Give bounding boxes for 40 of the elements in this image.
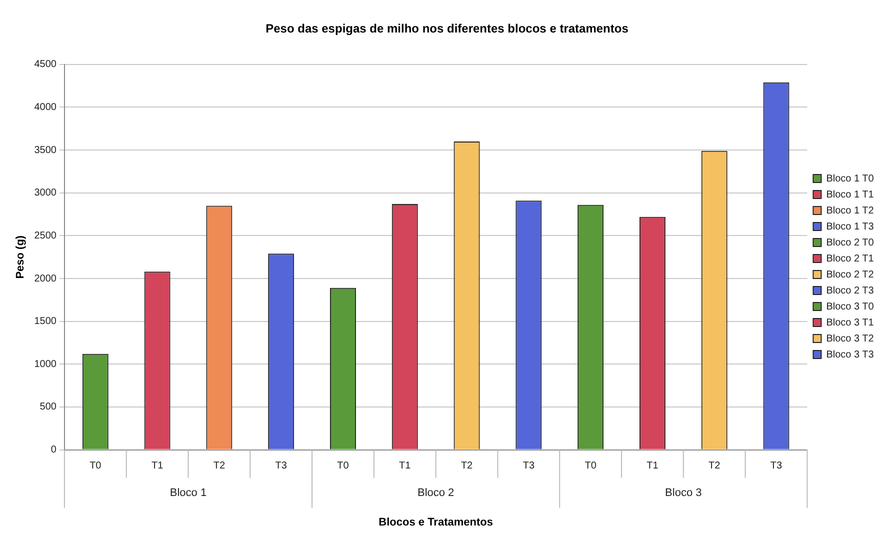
- y-tick-label: 4500: [34, 59, 57, 70]
- legend-label: Bloco 3 T2: [826, 333, 874, 344]
- x-tick-label: T1: [151, 460, 164, 472]
- legend-label: Bloco 2 T3: [826, 285, 874, 296]
- y-tick-label: 4000: [34, 102, 57, 113]
- x-tick-label: T1: [399, 460, 412, 472]
- legend-label: Bloco 3 T0: [826, 301, 874, 312]
- legend-label: Bloco 2 T0: [826, 237, 874, 248]
- legend-label: Bloco 2 T1: [826, 253, 874, 264]
- legend-label: Bloco 2 T2: [826, 269, 874, 280]
- text: Bloco 2: [417, 486, 454, 499]
- x-tick-label: T0: [90, 460, 102, 472]
- legend-label: Bloco 1 T0: [826, 173, 874, 184]
- legend-label: Bloco 1 T3: [826, 221, 874, 232]
- x-tick-label: T2: [708, 460, 721, 472]
- legend-label: Bloco 3 T3: [826, 349, 874, 360]
- x-axis-title: Blocos e Tratamentos: [378, 516, 493, 528]
- chart-title: Peso das espigas de milho nos diferentes blocos e tratamentos: [266, 22, 629, 36]
- y-tick-label: 2000: [34, 273, 57, 284]
- legend-label: Bloco 1 T1: [826, 189, 874, 200]
- y-tick-label: 1000: [34, 358, 57, 370]
- y-tick-label: 0: [50, 444, 57, 456]
- x-tick-label: T2: [460, 460, 474, 472]
- y-tick-label: 3500: [34, 144, 57, 156]
- text: Bloco 3: [665, 486, 702, 499]
- legend-label: Bloco 3 T1: [826, 317, 874, 328]
- legend-label: Bloco 1 T2: [826, 205, 874, 216]
- x-tick-label: T3: [275, 460, 288, 472]
- x-tick-label: T3: [770, 460, 783, 472]
- x-tick-label: T0: [584, 460, 597, 472]
- y-tick-label: 3000: [34, 188, 57, 199]
- x-tick-label: T0: [337, 460, 350, 472]
- y-tick-label: 2500: [34, 230, 57, 242]
- x-tick-label: T1: [646, 460, 659, 472]
- text: Bloco 1: [170, 486, 207, 499]
- y-tick-label: 500: [40, 402, 57, 413]
- y-tick-label: 1500: [34, 316, 57, 328]
- y-axis-title: Peso (g): [14, 235, 27, 279]
- x-tick-label: T3: [522, 460, 535, 472]
- x-tick-label: T2: [213, 460, 226, 472]
